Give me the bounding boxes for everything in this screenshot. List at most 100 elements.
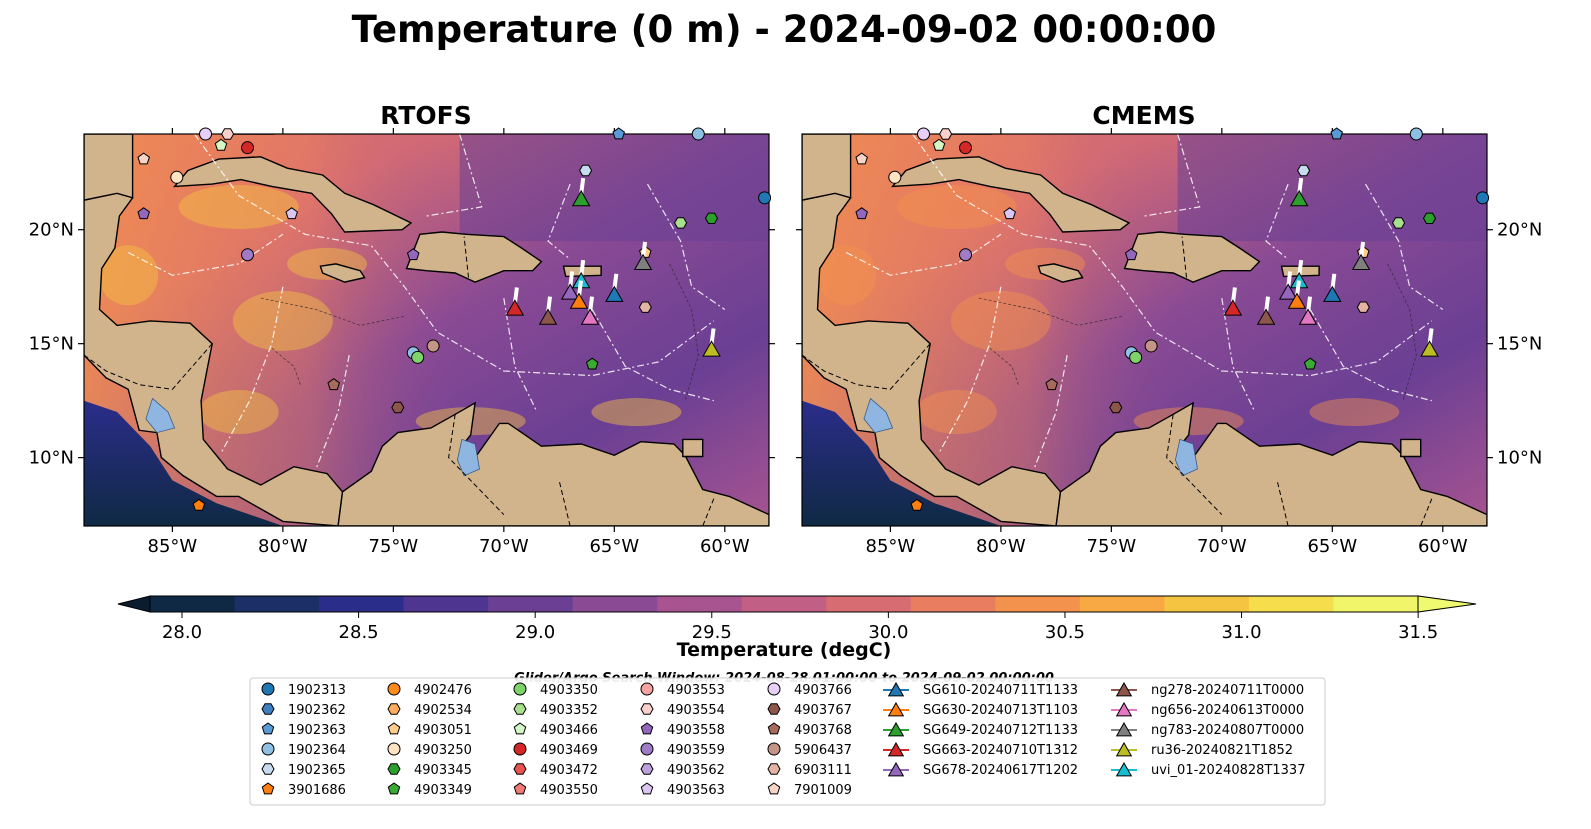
land-trinidad (682, 438, 704, 458)
eez-boundary (912, 134, 1433, 377)
legend-item-4903051: 4903051 (387, 722, 472, 738)
cmems-map (802, 134, 1487, 526)
legend-label: 4903350 (540, 683, 598, 698)
legend-label: 4903352 (540, 703, 598, 718)
country-border (1420, 498, 1433, 526)
rtofs-panel: RTOFS 85°W 80°W 75°W 70°W 65°W 60°W 10°N 15°N 20… (29, 101, 775, 557)
eez-boundary (426, 134, 483, 217)
legend-marker (513, 763, 527, 775)
legend-marker (640, 782, 654, 795)
warm-patch (1309, 398, 1400, 427)
argo-float-7901009 (137, 152, 150, 165)
eez-boundary (1144, 134, 1201, 217)
lat-tick-label: 15°N (29, 334, 74, 355)
legend-label: 3901686 (288, 783, 346, 798)
argo-float-4903767 (1109, 401, 1123, 414)
argo-float-4903767 (391, 401, 405, 414)
legend-label: SG663-20240710T1312 (923, 743, 1078, 758)
argo-float-4903766 (917, 127, 931, 141)
colorbar-tick-label: 31.0 (1222, 622, 1262, 643)
legend-marker (387, 703, 401, 715)
argo-float-4903250 (888, 170, 902, 184)
legend-label: 4902476 (414, 683, 472, 698)
land-cuba (891, 156, 1131, 233)
colorbar-segment (488, 596, 574, 612)
legend-item-4903553: 4903553 (640, 682, 725, 698)
legend-marker (887, 701, 905, 717)
colorbar-segment (150, 596, 236, 612)
eez-boundary (1033, 354, 1068, 470)
legend-label: 4903559 (667, 743, 725, 758)
colorbar-segment (910, 596, 996, 612)
legend-item-4903562: 4903562 (640, 763, 725, 778)
legend-marker (513, 742, 527, 756)
lake (863, 397, 894, 434)
legend-marker (767, 782, 781, 795)
legend-label: 6903111 (794, 763, 852, 778)
legend-item-ng656-20240613T0000: ng656-20240613T0000 (1111, 701, 1304, 718)
legend-item-4903250: 4903250 (387, 742, 472, 758)
legend-label: 4903349 (414, 783, 472, 798)
glider-SG610-20240711T1133 (1323, 285, 1342, 302)
argo-float-5906437 (426, 339, 440, 353)
legend-marker (261, 782, 275, 795)
legend-item-ru36-20240821T1852: ru36-20240821T1852 (1111, 741, 1293, 758)
legend-label: 1902313 (288, 683, 346, 698)
legend-label: ng656-20240613T0000 (1151, 703, 1304, 718)
argo-float-1902365 (1297, 164, 1311, 177)
eez-boundary (1364, 183, 1444, 310)
legend-label: ru36-20240821T1852 (1151, 743, 1293, 758)
argo-float-4903563 (285, 207, 298, 220)
legend-item-ng278-20240711T0000: ng278-20240711T0000 (1111, 681, 1304, 698)
legend-item-3901686: 3901686 (261, 782, 346, 798)
legend-label: 4903469 (540, 743, 598, 758)
eez-boundary (315, 354, 350, 470)
eez-boundary (1309, 309, 1432, 402)
legend-label: 4903466 (540, 723, 598, 738)
glider-ng656-20240613T0000 (1298, 308, 1318, 325)
lon-tick-label: 75°W (369, 536, 419, 557)
legend-item-4903559: 4903559 (640, 742, 725, 758)
warm-patch (950, 290, 1051, 351)
country-border (463, 236, 469, 278)
argo-float-4903352 (1392, 217, 1406, 229)
colorbar-segment (995, 596, 1081, 612)
legend-marker (387, 682, 401, 696)
lon-tick-label: 60°W (1418, 536, 1468, 557)
legend-item-4903350: 4903350 (513, 682, 598, 698)
country-border (802, 343, 931, 390)
colorbar-segment (1164, 596, 1250, 612)
legend-label: 4902534 (414, 703, 472, 718)
legend-item-7901009: 7901009 (767, 782, 852, 798)
eez-boundary (547, 183, 571, 260)
colorbar-segment (1079, 596, 1165, 612)
argo-float-4903768 (327, 378, 340, 391)
argo-float-1902364b (1409, 127, 1423, 141)
figure-title: Temperature (0 m) - 2024-09-02 00:00:00 (352, 8, 1217, 51)
land-trinidad (1400, 438, 1422, 458)
glider-SG678-20240617T1202 (1278, 283, 1298, 300)
warm-patch (591, 398, 682, 427)
legend-label: uvi_01-20240828T1337 (1151, 763, 1305, 778)
legend-marker (640, 722, 654, 735)
cmems-panel-title: CMEMS (1092, 101, 1195, 130)
colorbar-segment (826, 596, 912, 612)
colorbar-tick-label: 29.5 (692, 622, 732, 643)
legend-marker (261, 742, 275, 756)
argo-float-4903559 (241, 248, 255, 262)
argo-float-5906437 (1144, 339, 1158, 353)
legend-item-4903466: 4903466 (513, 722, 598, 738)
legend-item-4903349: 4903349 (387, 782, 472, 798)
warm-patch (896, 184, 1017, 229)
legend-marker (1115, 701, 1133, 717)
glider-SG630-20240713T1103 (1287, 292, 1307, 309)
legend-label: 4903562 (667, 763, 725, 778)
lon-tick-label: 85°W (866, 536, 916, 557)
legend-label: SG678-20240617T1202 (923, 763, 1078, 778)
argo-float-4903559 (959, 248, 973, 262)
legend-label: 4903051 (414, 723, 472, 738)
land-jamaica (319, 263, 366, 283)
argo-float-1902363 (1330, 127, 1343, 140)
argo-float-1902363 (612, 127, 625, 140)
land-central-america (802, 134, 1062, 526)
